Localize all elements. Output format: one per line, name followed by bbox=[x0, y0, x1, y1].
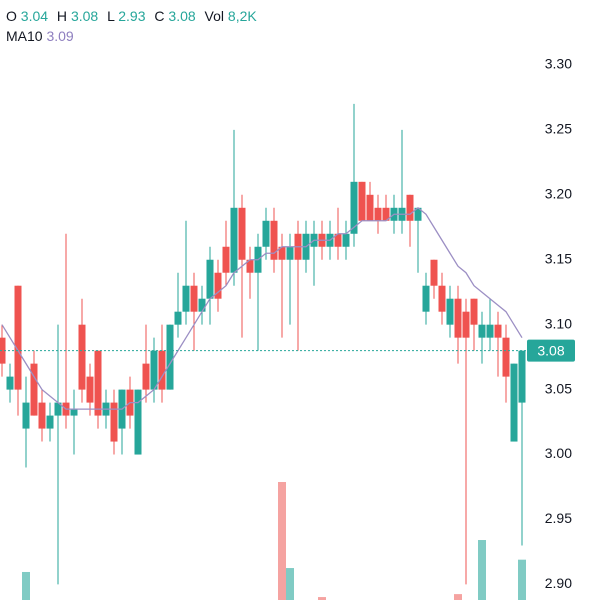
candle-body bbox=[510, 363, 518, 442]
candle-body bbox=[358, 181, 366, 221]
label: O bbox=[6, 8, 17, 24]
y-tick-label: 3.15 bbox=[545, 250, 572, 266]
candle-body bbox=[518, 350, 526, 403]
candle-body bbox=[406, 194, 414, 221]
ma-line bbox=[1, 206, 523, 410]
candle-body bbox=[478, 324, 486, 338]
candle-body bbox=[470, 298, 478, 325]
candle-body bbox=[374, 207, 382, 221]
candle-body bbox=[86, 376, 94, 403]
candle-body bbox=[158, 350, 166, 390]
candle-body bbox=[430, 259, 438, 286]
y-tick-label: 3.00 bbox=[545, 445, 572, 461]
last-price-badge bbox=[527, 339, 575, 362]
candle-body bbox=[342, 233, 350, 247]
value: 3.04 bbox=[20, 8, 49, 24]
value: 3.08 bbox=[168, 8, 196, 24]
candle-body bbox=[494, 324, 502, 338]
candle-body bbox=[366, 194, 374, 221]
y-tick-label: 3.30 bbox=[545, 56, 572, 72]
y-tick-label: 2.90 bbox=[545, 575, 572, 591]
candle-body bbox=[182, 285, 190, 312]
value: 3.09 bbox=[46, 28, 74, 44]
candle-body bbox=[14, 285, 22, 390]
candle-body bbox=[270, 220, 278, 260]
candle-body bbox=[422, 285, 430, 312]
candle-body bbox=[110, 402, 118, 442]
candle-body bbox=[150, 350, 158, 390]
candle-body bbox=[174, 311, 182, 325]
y-tick-label: 2.95 bbox=[545, 510, 572, 526]
candle-body bbox=[54, 402, 62, 416]
y-tick-label: 3.10 bbox=[545, 315, 572, 331]
value: 8,2K bbox=[227, 8, 257, 24]
label: L bbox=[107, 8, 115, 24]
candle-body bbox=[134, 389, 142, 455]
candle-body bbox=[334, 233, 342, 247]
volume-bar bbox=[22, 571, 30, 600]
candle-body bbox=[278, 246, 286, 260]
y-tick-label: 3.25 bbox=[545, 121, 572, 137]
candle-body bbox=[78, 324, 86, 390]
label: MA10 bbox=[6, 28, 43, 44]
candle-body bbox=[0, 337, 6, 364]
candle-body bbox=[198, 298, 206, 312]
candle-body bbox=[190, 285, 198, 312]
candle-body bbox=[222, 246, 230, 273]
candle-body bbox=[446, 298, 454, 325]
candle-body bbox=[94, 350, 102, 416]
candle-body bbox=[414, 207, 422, 221]
y-tick-label: 3.05 bbox=[545, 380, 572, 396]
candle-body bbox=[382, 207, 390, 221]
candle-body bbox=[502, 337, 510, 377]
volume-bar bbox=[454, 594, 462, 600]
value: 3.08 bbox=[70, 8, 99, 24]
candle-body bbox=[246, 259, 254, 273]
candle-body bbox=[206, 259, 214, 299]
candle-body bbox=[262, 220, 270, 247]
candle-body bbox=[38, 402, 46, 429]
candle-body bbox=[214, 272, 222, 299]
ma-row: MA10 3.09 bbox=[6, 26, 262, 46]
candle-body bbox=[166, 324, 174, 390]
candle-body bbox=[142, 363, 150, 390]
volume-bar bbox=[518, 559, 526, 600]
candle-body bbox=[6, 376, 14, 390]
candle-body bbox=[462, 311, 470, 338]
candle-body bbox=[238, 207, 246, 260]
y-tick-label: 3.20 bbox=[545, 186, 572, 202]
label: Vol bbox=[204, 8, 225, 24]
label: H bbox=[56, 8, 68, 24]
candle-body bbox=[486, 324, 494, 338]
volume-bar bbox=[318, 597, 326, 600]
volume-bar bbox=[286, 568, 294, 600]
last-price-label: 3.08 bbox=[537, 342, 564, 358]
candle-body bbox=[46, 415, 54, 429]
candle-body bbox=[454, 298, 462, 338]
volume-bar bbox=[278, 482, 286, 600]
candle-body bbox=[438, 285, 446, 312]
candle-body bbox=[286, 246, 294, 260]
candle-body bbox=[70, 409, 78, 416]
candle-body bbox=[230, 207, 238, 273]
candle-body bbox=[22, 402, 30, 429]
ohlc-header: O 3.04 H 3.08 L 2.93 C 3.08 Vol 8,2K MA1… bbox=[6, 6, 262, 46]
label: C bbox=[154, 8, 165, 24]
candle-body bbox=[30, 363, 38, 416]
ohlc-row: O 3.04 H 3.08 L 2.93 C 3.08 Vol 8,2K bbox=[6, 6, 262, 26]
volume-bar bbox=[478, 540, 486, 600]
candle-body bbox=[350, 181, 358, 234]
value: 2.93 bbox=[118, 8, 146, 24]
